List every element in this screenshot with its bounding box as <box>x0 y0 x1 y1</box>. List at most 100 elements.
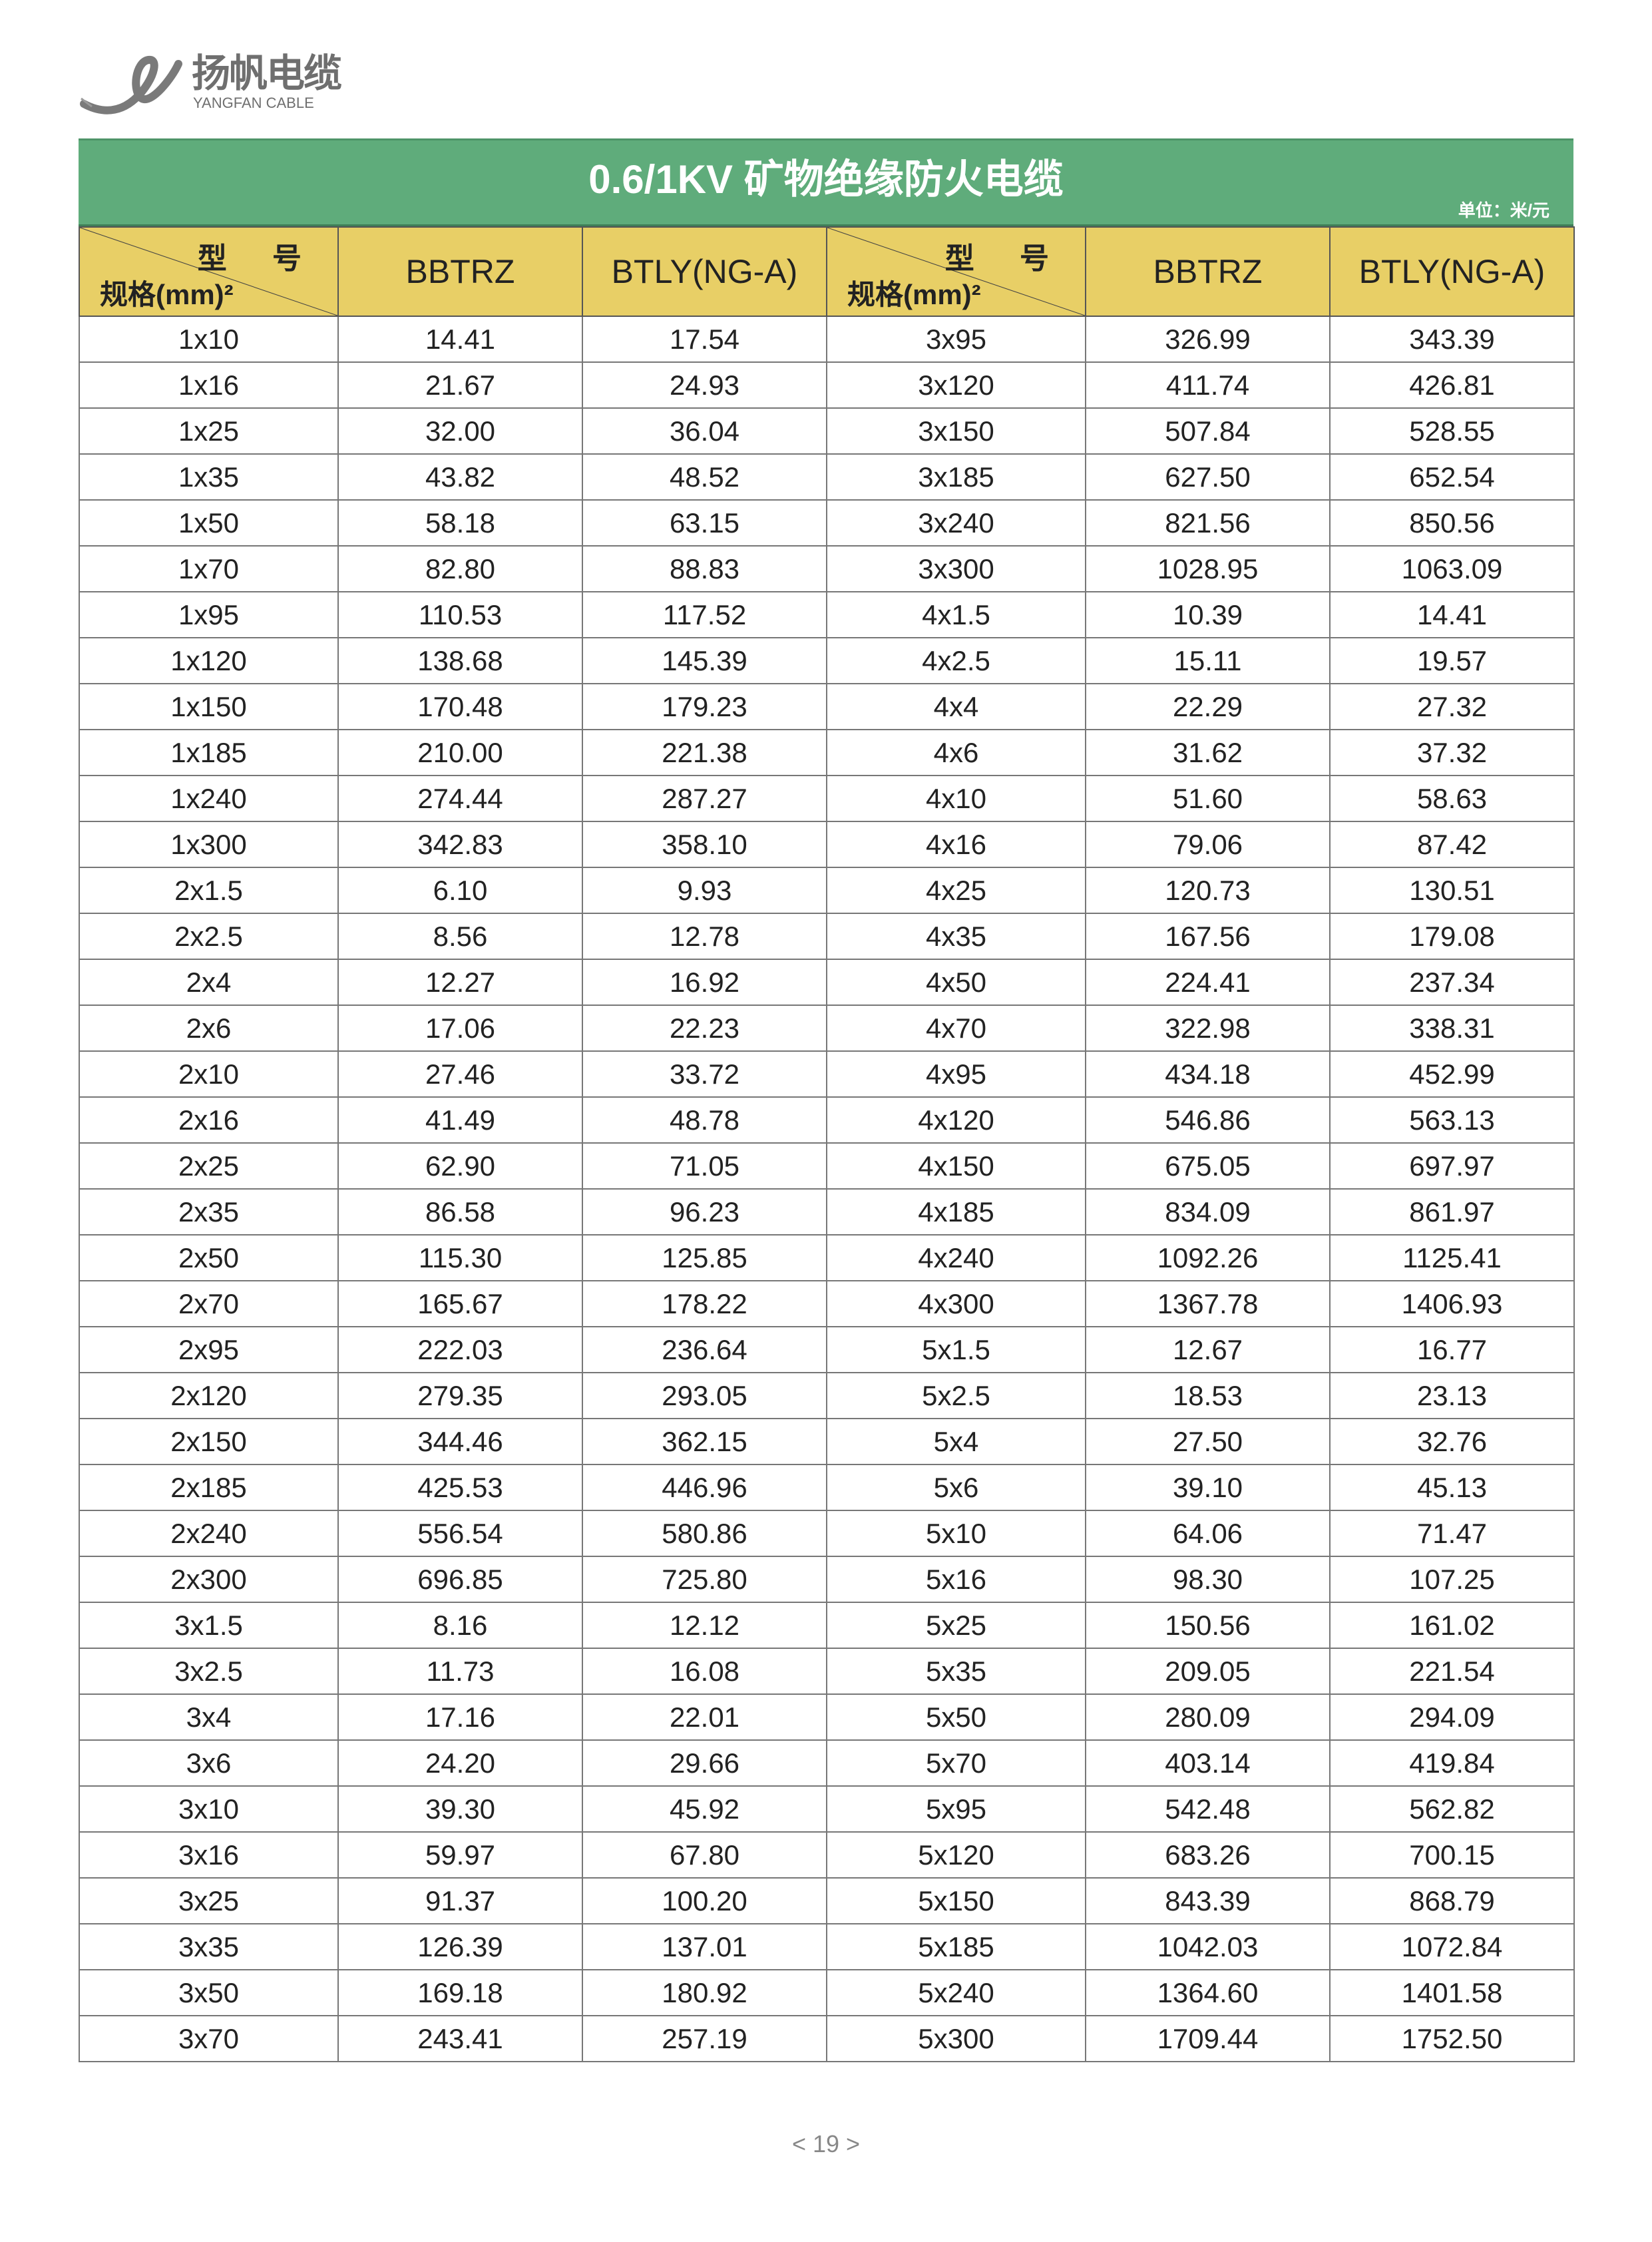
spec-cell: 3x300 <box>826 545 1086 592</box>
bbtrz-price-cell: 834.09 <box>1085 1188 1331 1235</box>
spec-cell: 1x300 <box>79 821 339 868</box>
bbtrz-price-cell: 322.98 <box>1085 1005 1331 1052</box>
btly-price-cell: 178.22 <box>582 1280 827 1327</box>
table-row: 2x70 165.67 178.22 4x300 1367.78 1406.93 <box>79 1280 1575 1327</box>
btly-price-cell: 19.57 <box>1329 637 1575 684</box>
spec-cell: 1x25 <box>79 407 339 455</box>
unit-label: 单位：米/元 <box>1458 200 1549 220</box>
bbtrz-price-cell: 98.30 <box>1085 1556 1331 1603</box>
spec-cell: 2x4 <box>79 959 339 1006</box>
btly-price-cell: 221.54 <box>1329 1648 1575 1695</box>
spec-cell: 2x25 <box>79 1142 339 1190</box>
spec-cell: 3x16 <box>79 1831 339 1879</box>
btly-price-cell: 1401.58 <box>1329 1969 1575 2016</box>
btly-price-cell: 446.96 <box>582 1464 827 1511</box>
btly-price-cell: 725.80 <box>582 1556 827 1603</box>
btly-price-cell: 12.78 <box>582 913 827 960</box>
bbtrz-price-cell: 342.83 <box>337 821 583 868</box>
table-row: 3x6 24.20 29.66 5x70 403.14 419.84 <box>79 1739 1575 1787</box>
spec-cell: 5x16 <box>826 1556 1086 1603</box>
bbtrz-price-cell: 27.46 <box>337 1050 583 1098</box>
table-row: 1x35 43.82 48.52 3x185 627.50 652.54 <box>79 453 1575 501</box>
bbtrz-price-cell: 1709.44 <box>1085 2015 1331 2062</box>
btly-price-cell: 100.20 <box>582 1877 827 1924</box>
spec-cell: 2x70 <box>79 1280 339 1327</box>
spec-cell: 5x50 <box>826 1693 1086 1741</box>
brand-name-en: YANGFAN CABLE <box>193 95 314 111</box>
spec-cell: 2x10 <box>79 1050 339 1098</box>
bbtrz-price-cell: 627.50 <box>1085 453 1331 501</box>
page-title: 0.6/1KV 矿物绝缘防火电缆 <box>588 157 1064 202</box>
bbtrz-price-cell: 279.35 <box>337 1372 583 1419</box>
table-row: 2x240 556.54 580.86 5x10 64.06 71.47 <box>79 1510 1575 1557</box>
bbtrz-price-cell: 224.41 <box>1085 959 1331 1006</box>
spec-cell: 3x150 <box>826 407 1086 455</box>
bbtrz-price-cell: 542.48 <box>1085 1785 1331 1833</box>
bbtrz-price-cell: 126.39 <box>337 1923 583 1970</box>
spec-cell: 5x4 <box>826 1418 1086 1465</box>
spec-cell: 3x240 <box>826 499 1086 547</box>
btly-price-cell: 287.27 <box>582 775 827 822</box>
bbtrz-price-cell: 11.73 <box>337 1648 583 1695</box>
btly-price-cell: 1072.84 <box>1329 1923 1575 1970</box>
spec-cell: 5x25 <box>826 1602 1086 1649</box>
btly-price-cell: 67.80 <box>582 1831 827 1879</box>
bbtrz-price-cell: 24.20 <box>337 1739 583 1787</box>
table-row: 3x4 17.16 22.01 5x50 280.09 294.09 <box>79 1693 1575 1741</box>
price-table: 型 号 规格(mm)² BBTRZ BTLY(NG-A) 型 号 规格(mm)²… <box>79 226 1575 2062</box>
btly-price-cell: 32.76 <box>1329 1418 1575 1465</box>
btly-price-cell: 294.09 <box>1329 1693 1575 1741</box>
btly-price-cell: 343.39 <box>1329 316 1575 363</box>
bbtrz-price-cell: 150.56 <box>1085 1602 1331 1649</box>
price-table-section: 0.6/1KV 矿物绝缘防火电缆 单位：米/元 型 号 规格(mm)² BBTR… <box>79 138 1575 2062</box>
btly-price-cell: 16.92 <box>582 959 827 1006</box>
spec-cell: 4x4 <box>826 683 1086 730</box>
bbtrz-price-cell: 138.68 <box>337 637 583 684</box>
spec-cell: 5x185 <box>826 1923 1086 1970</box>
spec-cell: 5x2.5 <box>826 1372 1086 1419</box>
spec-label: 规格(mm)² <box>100 279 234 310</box>
btly-price-cell: 33.72 <box>582 1050 827 1098</box>
table-row: 2x185 425.53 446.96 5x6 39.10 45.13 <box>79 1464 1575 1511</box>
bbtrz-price-cell: 41.49 <box>337 1096 583 1144</box>
table-row: 2x150 344.46 362.15 5x4 27.50 32.76 <box>79 1418 1575 1465</box>
bbtrz-price-cell: 546.86 <box>1085 1096 1331 1144</box>
spec-cell: 3x50 <box>79 1969 339 2016</box>
bbtrz-price-cell: 91.37 <box>337 1877 583 1924</box>
btly-price-cell: 130.51 <box>1329 867 1575 914</box>
bbtrz-price-cell: 326.99 <box>1085 316 1331 363</box>
bbtrz-price-cell: 58.18 <box>337 499 583 547</box>
spec-cell: 4x120 <box>826 1096 1086 1144</box>
btly-price-cell: 338.31 <box>1329 1005 1575 1052</box>
btly-price-cell: 36.04 <box>582 407 827 455</box>
bbtrz-price-cell: 434.18 <box>1085 1050 1331 1098</box>
btly-price-cell: 45.92 <box>582 1785 827 1833</box>
bbtrz-price-cell: 274.44 <box>337 775 583 822</box>
bbtrz-price-cell: 1042.03 <box>1085 1923 1331 1970</box>
btly-price-cell: 24.93 <box>582 361 827 409</box>
bbtrz-price-cell: 209.05 <box>1085 1648 1331 1695</box>
column-header: BBTRZ <box>337 226 583 317</box>
table-row: 2x50 115.30 125.85 4x240 1092.26 1125.41 <box>79 1234 1575 1281</box>
spec-cell: 1x120 <box>79 637 339 684</box>
bbtrz-price-cell: 210.00 <box>337 729 583 776</box>
bbtrz-price-cell: 1364.60 <box>1085 1969 1331 2016</box>
table-row: 2x10 27.46 33.72 4x95 434.18 452.99 <box>79 1050 1575 1098</box>
bbtrz-price-cell: 64.06 <box>1085 1510 1331 1557</box>
table-row: 3x1.5 8.16 12.12 5x25 150.56 161.02 <box>79 1602 1575 1649</box>
table-row: 1x185 210.00 221.38 4x6 31.62 37.32 <box>79 729 1575 776</box>
btly-price-cell: 107.25 <box>1329 1556 1575 1603</box>
spec-cell: 2x185 <box>79 1464 339 1511</box>
table-row: 2x6 17.06 22.23 4x70 322.98 338.31 <box>79 1005 1575 1052</box>
btly-price-cell: 22.01 <box>582 1693 827 1741</box>
btly-price-cell: 419.84 <box>1329 1739 1575 1787</box>
table-row: 1x50 58.18 63.15 3x240 821.56 850.56 <box>79 499 1575 547</box>
table-row: 1x240 274.44 287.27 4x10 51.60 58.63 <box>79 775 1575 822</box>
btly-price-cell: 16.77 <box>1329 1326 1575 1373</box>
title-band: 0.6/1KV 矿物绝缘防火电缆 单位：米/元 <box>79 138 1573 226</box>
column-header: BBTRZ <box>1085 226 1331 317</box>
spec-cell: 2x35 <box>79 1188 339 1235</box>
bbtrz-price-cell: 27.50 <box>1085 1418 1331 1465</box>
spec-cell: 5x6 <box>826 1464 1086 1511</box>
btly-price-cell: 27.32 <box>1329 683 1575 730</box>
